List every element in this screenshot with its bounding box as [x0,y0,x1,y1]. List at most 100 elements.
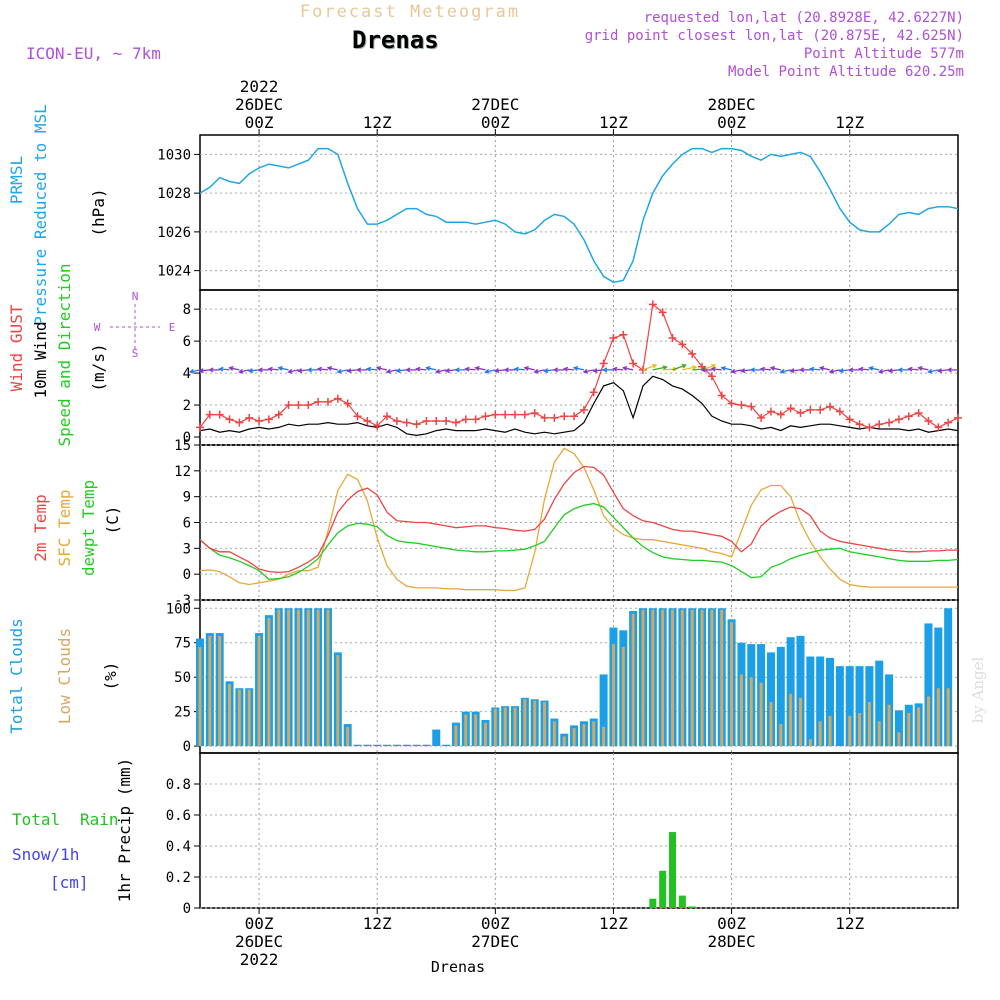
wind-arrow-head [346,368,352,374]
total-cloud-bar [826,657,835,747]
y-tick-label: 4 [183,366,191,382]
gust-marker [599,359,608,368]
wind-arrow [652,365,668,371]
low-cloud-bar [336,655,340,747]
wind-arrow-shaft [613,368,624,371]
wind-arrow-head [838,368,844,374]
wind-arrow-head [818,366,825,371]
location-title: Drenas [352,26,439,54]
wind-arrow-shaft [327,367,338,371]
wind-arrow-head [493,368,500,374]
gust-marker [422,417,431,426]
gust-marker [205,410,214,419]
compass-n: N [132,290,139,303]
gust-marker [727,399,736,408]
wind-arrow [562,366,575,372]
gust-marker [954,413,962,422]
wind-arrow-shaft [298,369,309,372]
wind-arrow [798,367,811,373]
wind-arrow-head [868,366,874,371]
wind-arrow [789,368,801,374]
wind-arrow [454,367,466,373]
y-tick-label: 1028 [157,186,191,202]
wind-arrow-head [375,366,382,371]
temp2m-line [199,465,958,574]
wind-arrow [346,368,358,374]
wind-arrow-shaft [760,368,772,371]
low-cloud-bar [720,609,724,747]
wind-arrow-head [692,365,698,371]
wind-arrow-head [395,368,401,374]
time-label-bottom: 2022 [240,950,279,969]
y-tick-label: 75 [174,636,191,652]
low-cloud-bar [887,704,891,747]
total-cloud-bar [373,744,382,747]
gust-marker [688,349,697,358]
time-label-bottom: 00Z [481,914,510,933]
wind-arrow [946,367,958,373]
dewpt-label: dewpt Temp [79,480,98,576]
gust-marker [845,415,854,424]
wind-arrow-shaft [564,368,575,371]
wind-arrow [572,366,585,371]
y-tick-label: 0.2 [166,870,191,886]
low-cloud-bar [316,609,320,747]
low-cloud-bar [296,609,300,747]
gust-marker [589,388,598,397]
low-cloud-bar [671,609,675,747]
compass-s: S [132,347,139,360]
wind-arrow-shaft [534,369,545,373]
wind-arrow-shaft [583,369,594,373]
wind-arrow [375,366,388,371]
low-cloud-bar [779,724,783,747]
gust-marker [461,415,470,424]
y-tick-label: 3 [183,541,191,557]
wind-arrow-head [188,368,195,374]
low-cloud-bar [257,635,261,747]
y-tick-label: 1024 [157,264,191,280]
wind-arrow-head [808,366,815,372]
wind-arrow-head [592,368,598,374]
total-cloud-bar [353,744,362,747]
wind-arrow-head [365,366,372,372]
wind-arrow-head [789,368,795,374]
wind-arrow-shaft [239,369,250,373]
wind-arrow-shaft [642,364,657,371]
wind-arrow-shaft [731,369,742,373]
wind-arrow-shaft [770,367,781,371]
snow-unit: [cm] [50,873,89,892]
time-label-bottom: 28DEC [707,932,755,951]
y-tick-label: 0 [183,901,191,917]
dewpt-line [199,502,959,580]
panel-frame [199,444,959,601]
total-cloud-bar [796,635,805,747]
wind-arrow-head [572,366,579,371]
wind-arrow [936,368,949,374]
gust-line [199,303,959,429]
total-cloud-bar [845,666,854,747]
gust-label: Wind GUST [7,304,26,391]
wind-arrow [887,368,900,374]
low-cloud-bar [661,609,665,747]
time-label-bottom: 00Z [717,914,746,933]
low-cloud-bar [730,622,734,747]
wind-arrow-shaft [347,369,358,372]
low-cloud-bar [287,609,291,747]
low-cloud-bar [690,609,694,747]
total-cloud-bar [806,656,815,747]
gust-marker [451,418,460,427]
wind-arrow-head [946,367,952,373]
wind-unit: (m/s) [89,343,108,391]
wind-arrow-shaft [869,367,880,371]
wind-arrow-shaft [426,367,437,371]
low-cloud-label: Low Clouds [55,628,74,724]
requested-coords: requested lon,lat (20.8928E, 42.6227N) [643,10,964,26]
low-cloud-bar [798,697,802,747]
wind-arrow-head [218,366,224,372]
wind-arrow [355,367,368,373]
wind-arrow-head [927,368,933,374]
y-tick-label: 1030 [157,147,191,163]
cloud-unit: (%) [101,662,120,691]
wind-arrow [218,366,230,372]
wind-arrow-shaft [908,368,919,371]
